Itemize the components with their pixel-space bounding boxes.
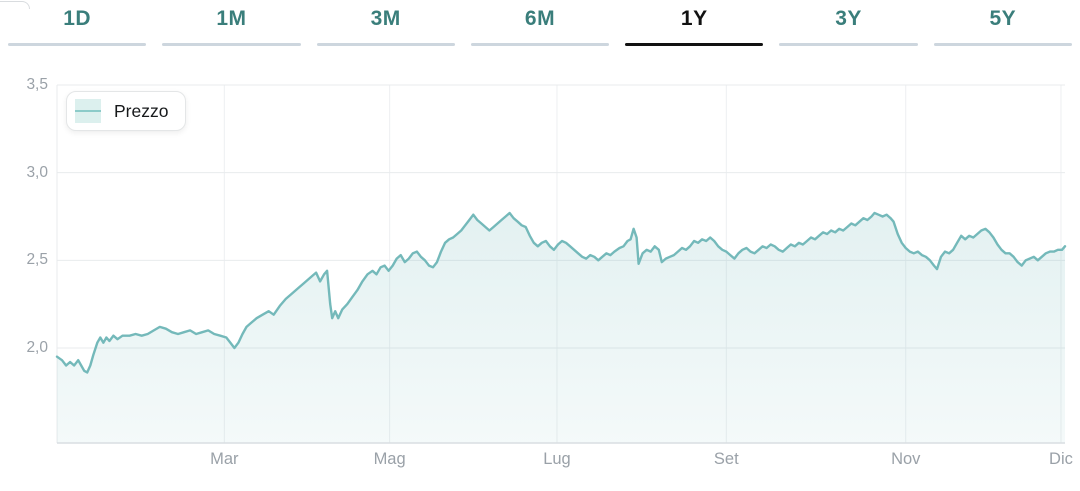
x-axis-tick-label: Lug bbox=[543, 450, 571, 468]
tab-label: 1M bbox=[216, 7, 247, 30]
series-swatch-icon bbox=[75, 99, 101, 123]
tab-label: 3Y bbox=[835, 7, 862, 30]
price-plot-svg bbox=[55, 84, 1067, 444]
legend-label: Prezzo bbox=[114, 100, 169, 121]
tab-1m[interactable]: 1M bbox=[154, 0, 308, 48]
x-axis-tick-label: Mar bbox=[210, 450, 239, 468]
tab-underline bbox=[316, 43, 455, 46]
x-axis-tick-label: Dic bbox=[1049, 450, 1073, 468]
tab-underline bbox=[933, 43, 1072, 46]
tab-1d[interactable]: 1D bbox=[0, 0, 154, 48]
tab-label: 3M bbox=[370, 7, 401, 30]
price-line bbox=[55, 211, 1067, 374]
y-axis-tick-label: 3,5 bbox=[26, 76, 48, 93]
y-axis-tick-label: 2,0 bbox=[26, 338, 48, 356]
x-axis-tick-label: Set bbox=[713, 450, 739, 468]
range-tab-bar: 1D 1M 3M 6M 1Y 3Y 5Y bbox=[0, 0, 1080, 48]
tab-label: 6M bbox=[524, 7, 556, 30]
tab-underline bbox=[470, 43, 610, 46]
active-tab-underline bbox=[625, 42, 764, 46]
y-axis-tick-label: 2,5 bbox=[26, 251, 48, 269]
tab-3m[interactable]: 3M bbox=[309, 0, 463, 48]
legend-item-prezzo[interactable]: Prezzo bbox=[66, 91, 187, 131]
chart-area[interactable]: 3,5 3,0 2,5 2,0 Mar Mag Lug Set Nov Dic Prezzo bbox=[0, 48, 1080, 491]
tab-underline bbox=[8, 43, 147, 46]
tab-5y[interactable]: 5Y bbox=[926, 0, 1080, 48]
tab-label: 1Y bbox=[680, 7, 708, 30]
price-area-fill bbox=[57, 213, 1065, 443]
tab-underline bbox=[162, 43, 301, 46]
tab-underline bbox=[779, 43, 918, 46]
tab-1y[interactable]: 1Y bbox=[617, 0, 771, 48]
x-axis-tick-label: Mag bbox=[373, 450, 406, 468]
tab-label: 1D bbox=[63, 7, 92, 30]
tab-label: 5Y bbox=[989, 7, 1017, 30]
x-axis-tick-label: Nov bbox=[891, 450, 921, 468]
y-axis-tick-label: 3,0 bbox=[26, 163, 48, 181]
tab-6m[interactable]: 6M bbox=[463, 0, 617, 48]
tab-3y[interactable]: 3Y bbox=[771, 0, 925, 48]
